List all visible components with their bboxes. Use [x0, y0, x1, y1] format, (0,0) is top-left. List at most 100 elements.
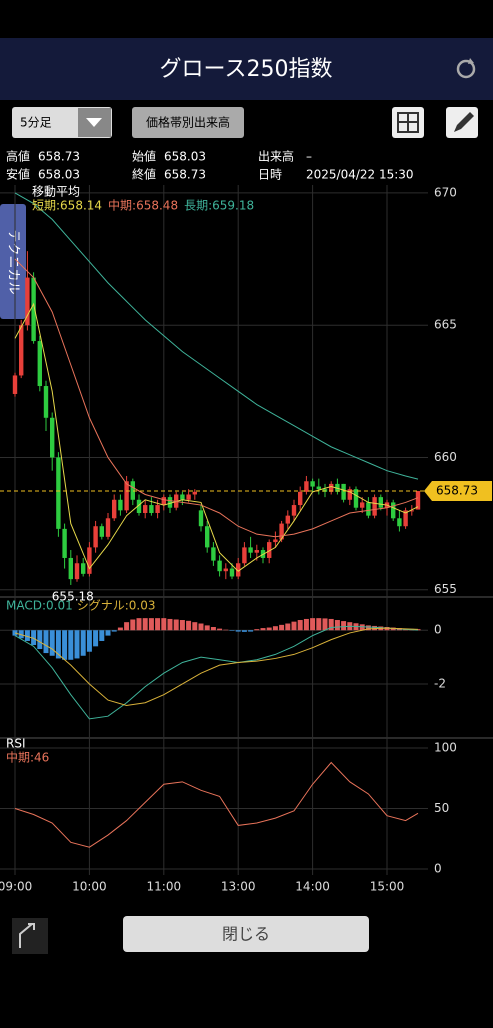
macd-bar	[43, 630, 49, 654]
y-tick-label: 50	[434, 801, 449, 815]
x-tick-label: 11:00	[147, 880, 182, 894]
candle-body	[409, 510, 414, 512]
macd-bar	[316, 618, 322, 631]
info-value: 2025/04/22 15:30	[306, 168, 414, 182]
macd-legend: MACD:0.01	[6, 599, 73, 613]
candle-body	[118, 499, 123, 511]
macd-bar	[74, 630, 80, 659]
macd-bar	[365, 625, 371, 631]
candle-body	[50, 417, 55, 458]
candle-body	[136, 499, 142, 513]
candle-body	[229, 568, 235, 577]
macd-bar	[173, 619, 179, 631]
candle-body	[167, 497, 173, 508]
candle-body	[341, 483, 346, 500]
macd-bar	[248, 630, 254, 632]
macd-bar	[161, 618, 167, 631]
candle-body	[149, 505, 154, 513]
refresh-icon[interactable]	[456, 58, 476, 79]
candle-body	[205, 526, 210, 548]
candle-body	[322, 489, 328, 492]
candle-body	[267, 542, 272, 558]
interval-text: 5分足	[20, 116, 52, 130]
y-tick-label: -2	[434, 676, 446, 690]
candle-body	[62, 528, 67, 558]
candle-body	[304, 481, 309, 492]
macd-bar	[31, 630, 37, 646]
y-tick-label: 670	[434, 185, 457, 199]
macd-bar	[285, 623, 291, 631]
macd-line	[14, 625, 419, 720]
info-value: 658.03	[164, 150, 206, 164]
volume-button[interactable]: 価格帯別出来高	[132, 107, 244, 138]
macd-bar	[136, 618, 142, 631]
macd-bar	[192, 622, 198, 631]
candle-body	[329, 483, 334, 492]
info-label: 日時	[258, 168, 282, 182]
candle-body	[186, 494, 191, 500]
back-icon[interactable]	[12, 918, 48, 954]
candle-body	[93, 526, 98, 548]
draw-icon[interactable]	[446, 107, 478, 138]
candle-body	[180, 494, 185, 500]
candle-body	[161, 497, 166, 506]
candle-body	[25, 277, 30, 326]
side-tab[interactable]: テクニカル	[0, 204, 26, 319]
macd-bar	[229, 630, 235, 631]
macd-bar	[279, 624, 285, 631]
candle-body	[366, 502, 371, 516]
candle-body	[347, 489, 352, 500]
candle-body	[211, 547, 216, 561]
y-tick-label: 0	[434, 861, 442, 875]
header-title: グロース250指数	[160, 57, 333, 82]
x-tick-label: 09:00	[0, 880, 32, 894]
candle-body	[12, 375, 18, 394]
macd-bar	[142, 618, 148, 631]
candle-body	[31, 277, 36, 342]
macd-bar	[291, 621, 297, 631]
macd-bar	[322, 618, 328, 631]
last-price-tag	[424, 481, 492, 502]
macd-bar	[130, 619, 136, 631]
info-value: 658.03	[38, 168, 80, 182]
close-button[interactable]: 閉じる	[123, 916, 369, 952]
macd-bar	[124, 622, 130, 631]
macd-bar	[86, 630, 92, 652]
info-label: 終値	[132, 167, 156, 182]
interval-dropdown[interactable]: 5分足	[12, 107, 112, 138]
macd-bar	[297, 620, 303, 631]
ma-line	[14, 192, 419, 480]
candle-body	[192, 491, 197, 495]
candle-body	[105, 518, 111, 537]
macd-bar	[105, 630, 111, 636]
candle-body	[372, 497, 377, 516]
candle-body	[130, 481, 135, 500]
macd-bar	[68, 630, 74, 660]
candle-body	[37, 341, 42, 387]
y-tick-label: 655	[434, 582, 457, 596]
candle-body	[43, 386, 49, 418]
info-value: 658.73	[164, 168, 206, 182]
candle-body	[143, 505, 148, 513]
macd-bar	[210, 627, 216, 631]
last-price-label: 658.73	[436, 484, 478, 498]
macd-bar	[217, 628, 223, 631]
plot-area	[0, 185, 428, 875]
candle-body	[378, 497, 383, 508]
y-tick-label: 100	[434, 740, 457, 754]
candle-body	[353, 489, 359, 508]
x-tick-label: 13:00	[221, 880, 256, 894]
candle-body	[74, 563, 80, 580]
info-value: –	[306, 150, 312, 164]
macd-bar	[55, 630, 61, 659]
macd-bar	[37, 630, 43, 650]
info-label: 出来高	[258, 149, 294, 164]
macd-bar	[204, 625, 210, 631]
candle-body	[236, 563, 241, 577]
candle-body	[397, 518, 402, 527]
x-tick-label: 15:00	[370, 880, 405, 894]
macd-bar	[179, 620, 185, 631]
candle-body	[217, 560, 222, 572]
layout-icon[interactable]	[392, 107, 424, 138]
